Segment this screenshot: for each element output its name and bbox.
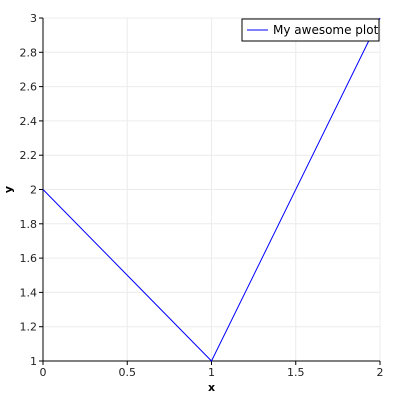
series-line [42,17,381,362]
y-axis-ticks: 1 1.2 1.4 1.6 1.8 2 2.2 2.4 2.6 2.8 3 [20,12,43,368]
y-tick-label: 2.4 [20,115,38,128]
grid-lines [42,17,381,362]
x-tick-label: 0 [40,366,47,379]
y-tick-label: 3 [30,12,37,25]
x-axis-ticks: 0 0.5 1 1.5 2 [40,361,384,379]
legend-box [241,18,380,42]
series-layer [42,17,381,362]
y-tick-label: 1.2 [20,321,38,334]
x-tick-label: 1 [208,366,215,379]
y-tick-label: 2.2 [20,149,38,162]
y-tick-label: 1.6 [20,252,38,265]
y-axis-label: y [2,186,15,193]
x-axis-label: x [208,381,215,394]
x-tick-label: 0.5 [119,366,137,379]
y-tick-label: 2.8 [20,46,38,59]
y-tick-label: 1 [30,355,37,368]
y-tick-label: 1.8 [20,218,38,231]
x-tick-label: 2 [377,366,384,379]
y-tick-label: 2.6 [20,81,38,94]
legend: My awesome plot [241,18,380,42]
x-tick-label: 1.5 [287,366,305,379]
legend-entry-label: My awesome plot [273,23,379,37]
y-tick-label: 1.4 [20,286,38,299]
y-tick-label: 2 [30,184,37,197]
